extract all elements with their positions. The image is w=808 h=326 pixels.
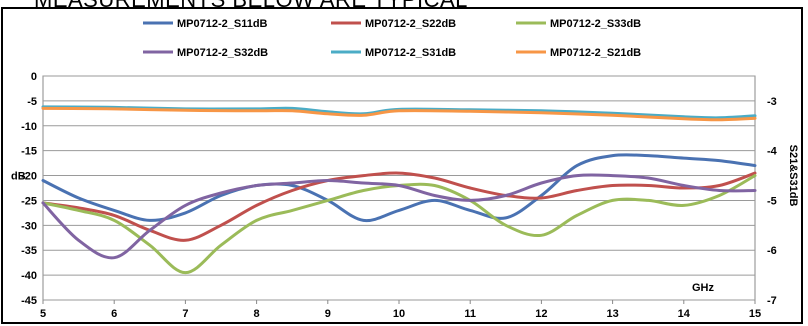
- legend-label: MP0712-2_S32dB: [177, 47, 268, 59]
- series-lines: [41, 105, 757, 275]
- y-tick-label: -45: [21, 295, 37, 307]
- y-tick-label: -10: [21, 121, 37, 133]
- x-axis-ticks: 5 6 7 8 9 10 11 12 13 14 15: [40, 308, 761, 320]
- legend: MP0712-2_S11dB MP0712-2_S22dB MP0712-2_S33…: [143, 18, 641, 59]
- y2-tick-label: -5: [767, 195, 777, 207]
- x-axis-label-box: [681, 279, 725, 296]
- y-tick-label: -40: [21, 270, 37, 282]
- x-tick-label: 10: [393, 308, 405, 320]
- y2-axis-label: S21&S31dB: [787, 145, 799, 207]
- legend-label: MP0712-2_S21dB: [550, 47, 641, 59]
- y-tick-label: -5: [27, 96, 37, 108]
- y-axis-label: dB: [11, 171, 26, 183]
- y2-tick-label: -7: [767, 295, 777, 307]
- legend-label: MP0712-2_S11dB: [177, 18, 268, 30]
- chart-frame: MP0712-2_S11dB MP0712-2_S22dB MP0712-2_S33…: [1, 7, 803, 324]
- x-axis-label: GHz: [692, 282, 715, 294]
- x-tick-label: 11: [464, 308, 476, 320]
- page-heading: MEASUREMENTS BELOW ARE TYPICAL: [34, 0, 468, 13]
- x-tick-label: 15: [749, 308, 761, 320]
- chart-svg: MP0712-2_S11dB MP0712-2_S22dB MP0712-2_S33…: [11, 18, 799, 320]
- x-tick-label: 13: [606, 308, 618, 320]
- legend-label: MP0712-2_S22dB: [365, 18, 456, 30]
- x-tick-label: 8: [254, 308, 260, 320]
- legend-label: MP0712-2_S31dB: [365, 47, 456, 59]
- y-tick-label: -35: [21, 245, 37, 257]
- y-tick-label: 0: [31, 71, 37, 83]
- x-tick-label: 7: [182, 308, 188, 320]
- legend-label: MP0712-2_S33dB: [550, 18, 641, 30]
- y-tick-label: -20: [21, 171, 37, 183]
- y-tick-label: -25: [21, 195, 37, 207]
- series-line: [41, 171, 757, 242]
- left-axis-ticks: 0 -5 -10 -15 -20 -25 -30 -35 -40 -45: [21, 71, 37, 307]
- y-tick-label: -30: [21, 220, 37, 232]
- right-axis-ticks: -3 -4 -5 -6 -7: [767, 96, 778, 307]
- x-tick-label: 5: [40, 308, 46, 320]
- y2-tick-label: -3: [767, 96, 777, 108]
- series-line: [41, 174, 757, 275]
- series-line: [41, 173, 757, 260]
- series-line: [41, 106, 757, 122]
- x-tick-label: 14: [678, 308, 691, 320]
- series-line: [41, 153, 757, 223]
- x-tick-label: 12: [535, 308, 547, 320]
- y2-tick-label: -4: [767, 146, 778, 158]
- x-tick-label: 6: [111, 308, 117, 320]
- y2-tick-label: -6: [767, 245, 777, 257]
- x-tick-label: 9: [325, 308, 331, 320]
- y-tick-label: -15: [21, 146, 37, 158]
